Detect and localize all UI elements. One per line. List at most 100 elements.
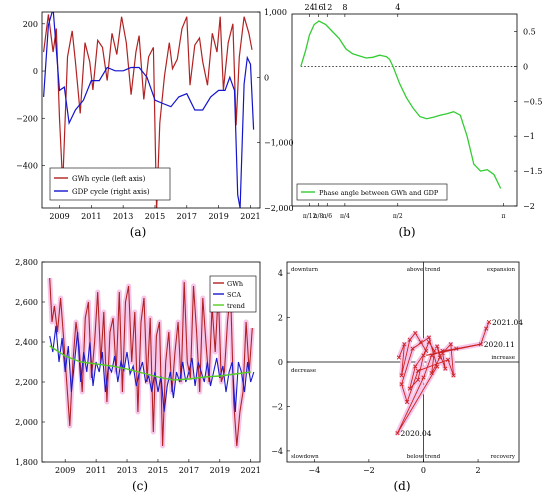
x-tick-label-a: 2009 xyxy=(49,212,69,221)
y-tick-label-d: 2 xyxy=(278,314,283,323)
point-marker-d xyxy=(484,326,489,331)
y-right-tick-label-a: 0 xyxy=(264,73,269,82)
plot-frame-b xyxy=(291,13,518,207)
series-line-c xyxy=(49,325,255,413)
series-line-a xyxy=(43,14,253,208)
y-right-tick-label-a: 1,000 xyxy=(264,8,287,17)
y-right-tick-label-a: −1,000 xyxy=(264,139,294,148)
region-label-d: slowdown xyxy=(291,454,319,460)
y-tick-label-c: 2,200 xyxy=(15,378,38,387)
legend-box-a xyxy=(49,167,171,201)
point-marker-d xyxy=(410,346,415,351)
y-tick-label-b: 0 xyxy=(523,62,528,71)
y-left-tick-label-a: −200 xyxy=(16,114,38,123)
y-tick-label-b: −1.5 xyxy=(523,167,542,176)
top-tick-label-b: 12 xyxy=(322,3,332,12)
x-tick-label-b: π xyxy=(502,213,506,220)
legend-label-c: SCA xyxy=(227,291,241,299)
point-marker-d xyxy=(432,348,437,354)
point-marker-d xyxy=(426,339,432,345)
y-left-tick-label-a: 0 xyxy=(33,67,38,76)
point-marker-d xyxy=(434,364,440,369)
panel-d: −4 −2 0 2 4 2 0 −2 −4 downturn above trend expansio… xyxy=(271,261,523,475)
arrow-d xyxy=(426,343,481,356)
point-marker-d xyxy=(413,364,418,369)
point-marker-d xyxy=(443,366,448,371)
plot-frame-c xyxy=(41,261,261,463)
point-label-d: 2021.04 xyxy=(492,318,523,327)
y-tick-label-c: 1,800 xyxy=(15,458,38,467)
x-tick-label-a: 2011 xyxy=(81,212,101,221)
region-label-d: expansion xyxy=(487,267,516,273)
legend-label-a: GWh cycle (left axis) xyxy=(72,175,146,183)
legend-label-a: GDP cycle (right axis) xyxy=(72,188,150,196)
point-marker-d xyxy=(424,348,429,354)
legend-label-b: Phase angle between GWh and GDP xyxy=(319,189,439,197)
y-left-tick-label-a: −400 xyxy=(16,161,38,170)
region-label-d: decrease xyxy=(291,368,316,374)
legend-box-b xyxy=(296,183,448,201)
x-tick-label-a: 2015 xyxy=(145,212,165,221)
top-tick-label-b: 4 xyxy=(395,3,400,12)
point-marker-d xyxy=(421,353,426,358)
x-tick-label-c: 2011 xyxy=(86,466,106,475)
legend-label-c: GWh xyxy=(227,280,243,288)
plot-frame-d xyxy=(286,261,520,463)
point-marker-d xyxy=(418,339,423,345)
y-tick-label-c: 2,000 xyxy=(15,418,38,427)
x-tick-label-b: π/12 xyxy=(303,213,317,220)
point-marker-d xyxy=(426,335,432,340)
y-tick-label-c: 2,600 xyxy=(15,298,38,307)
region-label-d: downturn xyxy=(291,267,318,273)
x-tick-label-a: 2019 xyxy=(208,212,228,221)
top-tick-label-b: 8 xyxy=(342,3,347,12)
x-tick-label-b: π/2 xyxy=(393,213,403,220)
point-marker-d xyxy=(402,342,407,347)
panel-label-b: (b) xyxy=(398,225,415,239)
panel-c: 2009 2011 2013 2015 2017 2019 2021 2,800 2,600 2,… xyxy=(15,258,261,475)
legend-label-c: trend xyxy=(227,302,245,310)
region-label-d: below trend xyxy=(407,454,441,460)
series-line-c xyxy=(49,345,251,381)
series-group-a xyxy=(43,12,255,208)
panel-a: 2009 2011 2013 2015 2017 2019 2021 200 0 −200 −400… xyxy=(16,8,294,221)
panel-label-a: (a) xyxy=(130,225,147,239)
series-line-a xyxy=(43,12,255,208)
top-tick-label-b: 16 xyxy=(313,3,323,12)
point-marker-d xyxy=(451,373,456,378)
point-marker-d xyxy=(448,342,453,347)
x-tick-label-a: 2017 xyxy=(177,212,197,221)
x-tick-label-c: 2013 xyxy=(117,466,137,475)
y-tick-label-b: −2 xyxy=(523,202,535,211)
x-tick-label-d: 0 xyxy=(421,466,426,475)
y-tick-label-c: 2,800 xyxy=(15,258,38,267)
point-marker-d xyxy=(399,373,404,378)
point-marker-d xyxy=(413,330,418,336)
y-tick-label-b: 0.5 xyxy=(523,27,536,36)
x-tick-label-b: π/6 xyxy=(322,213,332,220)
x-tick-label-c: 2017 xyxy=(179,466,199,475)
point-marker-d xyxy=(437,355,442,360)
plot-frame-a xyxy=(41,11,261,209)
y-tick-label-d: −4 xyxy=(271,447,283,456)
y-tick-label-d: 0 xyxy=(278,358,283,367)
point-marker-d xyxy=(429,370,434,376)
region-label-d: recovery xyxy=(491,454,516,460)
y-tick-label-c: 2,400 xyxy=(15,338,38,347)
region-label-d: above trend xyxy=(407,267,441,273)
y-right-tick-label-a: −2,000 xyxy=(264,204,294,213)
x-tick-label-a: 2021 xyxy=(240,212,260,221)
point-marker-d xyxy=(421,375,426,380)
y-left-tick-label-a: 200 xyxy=(23,20,38,29)
panel-label-d: (d) xyxy=(393,479,410,493)
x-tick-label-c: 2009 xyxy=(55,466,75,475)
point-marker-d xyxy=(407,337,412,342)
panel-label-c: (c) xyxy=(132,479,148,493)
point-label-d: 2020.04 xyxy=(401,429,432,438)
point-marker-d xyxy=(415,368,421,374)
point-marker-d xyxy=(396,355,402,360)
top-tick-label-b: 24 xyxy=(305,3,315,12)
x-tick-label-b: π/4 xyxy=(340,213,350,220)
x-tick-label-b: π/8 xyxy=(314,213,324,220)
